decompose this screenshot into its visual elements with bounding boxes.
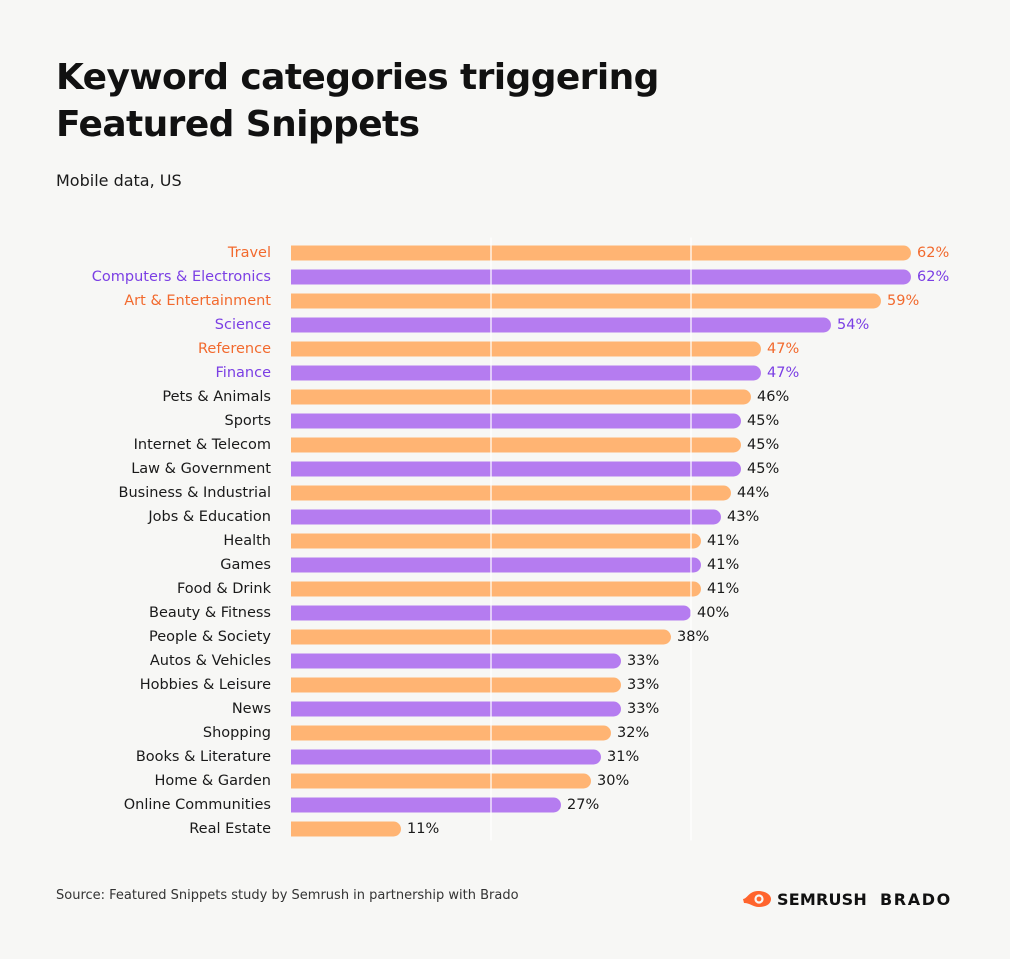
category-label: Reference: [198, 341, 271, 357]
semrush-logo-text: SEMRUSH: [777, 889, 868, 909]
bar: [291, 557, 702, 573]
bar: [291, 269, 912, 285]
value-label: 33%: [627, 653, 659, 669]
value-label: 33%: [627, 677, 659, 693]
chart-title: Keyword categories triggering Featured S…: [56, 57, 659, 145]
source-note: Source: Featured Snippets study by Semru…: [56, 888, 519, 903]
category-label: Home & Garden: [155, 773, 272, 789]
value-label: 59%: [887, 293, 919, 309]
value-label: 45%: [747, 413, 779, 429]
category-label: Shopping: [203, 725, 271, 741]
bar: [291, 677, 621, 693]
category-label: Online Communities: [124, 797, 271, 813]
gridlines-group: [490, 237, 692, 841]
value-label: 30%: [597, 773, 629, 789]
semrush-logo-icon: [743, 891, 771, 907]
category-label: Real Estate: [189, 821, 271, 837]
value-label: 47%: [767, 365, 799, 381]
bar: [291, 533, 702, 549]
bar: [291, 629, 672, 645]
bar-chart: Travel 62% Computers & Electronics 62% Art &…: [91, 237, 950, 841]
value-label: 45%: [747, 437, 779, 453]
bar: [291, 653, 621, 669]
bar: [291, 485, 732, 501]
category-label: Pets & Animals: [162, 389, 271, 405]
bar: [291, 821, 402, 837]
value-label: 40%: [697, 605, 729, 621]
category-label: Food & Drink: [177, 581, 272, 597]
logos: SEMRUSH BRADO: [741, 884, 952, 914]
value-label: 45%: [747, 461, 779, 477]
bar: [291, 797, 561, 813]
value-label: 31%: [607, 749, 639, 765]
bar: [291, 413, 741, 429]
bar: [291, 509, 722, 525]
category-label: Sports: [225, 413, 271, 429]
value-label: 43%: [727, 509, 759, 525]
bar: [291, 389, 752, 405]
value-label: 62%: [917, 269, 949, 285]
category-label: Autos & Vehicles: [150, 653, 271, 669]
bar: [291, 245, 912, 261]
bar: [291, 725, 611, 741]
category-label: Beauty & Fitness: [149, 605, 271, 621]
bar: [291, 437, 741, 453]
value-label: 41%: [707, 557, 739, 573]
category-label: Travel: [227, 245, 271, 261]
value-label: 41%: [707, 533, 739, 549]
brado-logo-text: BRADO: [880, 889, 952, 909]
category-label: Science: [215, 317, 271, 333]
value-label: 33%: [627, 701, 659, 717]
chart-subtitle: Mobile data, US: [56, 171, 182, 190]
value-label: 27%: [567, 797, 599, 813]
value-label: 44%: [737, 485, 769, 501]
bar: [291, 773, 591, 789]
category-label: Law & Government: [131, 461, 271, 477]
value-label: 62%: [917, 245, 949, 261]
value-label: 11%: [407, 821, 439, 837]
category-label: People & Society: [149, 629, 271, 645]
category-label: Games: [220, 557, 271, 573]
bars-group: [291, 245, 912, 837]
value-label: 54%: [837, 317, 869, 333]
category-label: Internet & Telecom: [134, 437, 271, 453]
category-label: News: [232, 701, 271, 717]
category-label: Finance: [216, 365, 272, 381]
bar: [291, 749, 602, 765]
category-label: Business & Industrial: [119, 485, 271, 501]
bar: [291, 317, 831, 333]
labels-group: Travel 62% Computers & Electronics 62% Art &…: [92, 245, 949, 837]
value-label: 32%: [617, 725, 649, 741]
bar: [291, 293, 882, 309]
value-label: 47%: [767, 341, 799, 357]
category-label: Computers & Electronics: [92, 269, 271, 285]
bar: [291, 341, 762, 357]
value-label: 38%: [677, 629, 709, 645]
category-label: Books & Literature: [136, 749, 271, 765]
value-label: 41%: [707, 581, 739, 597]
category-label: Art & Entertainment: [124, 293, 271, 309]
bar: [291, 581, 702, 597]
bar: [291, 365, 762, 381]
category-label: Health: [223, 533, 271, 549]
category-label: Hobbies & Leisure: [140, 677, 271, 693]
value-label: 46%: [757, 389, 789, 405]
bar: [291, 701, 621, 717]
category-label: Jobs & Education: [147, 509, 271, 525]
bar: [291, 461, 741, 477]
